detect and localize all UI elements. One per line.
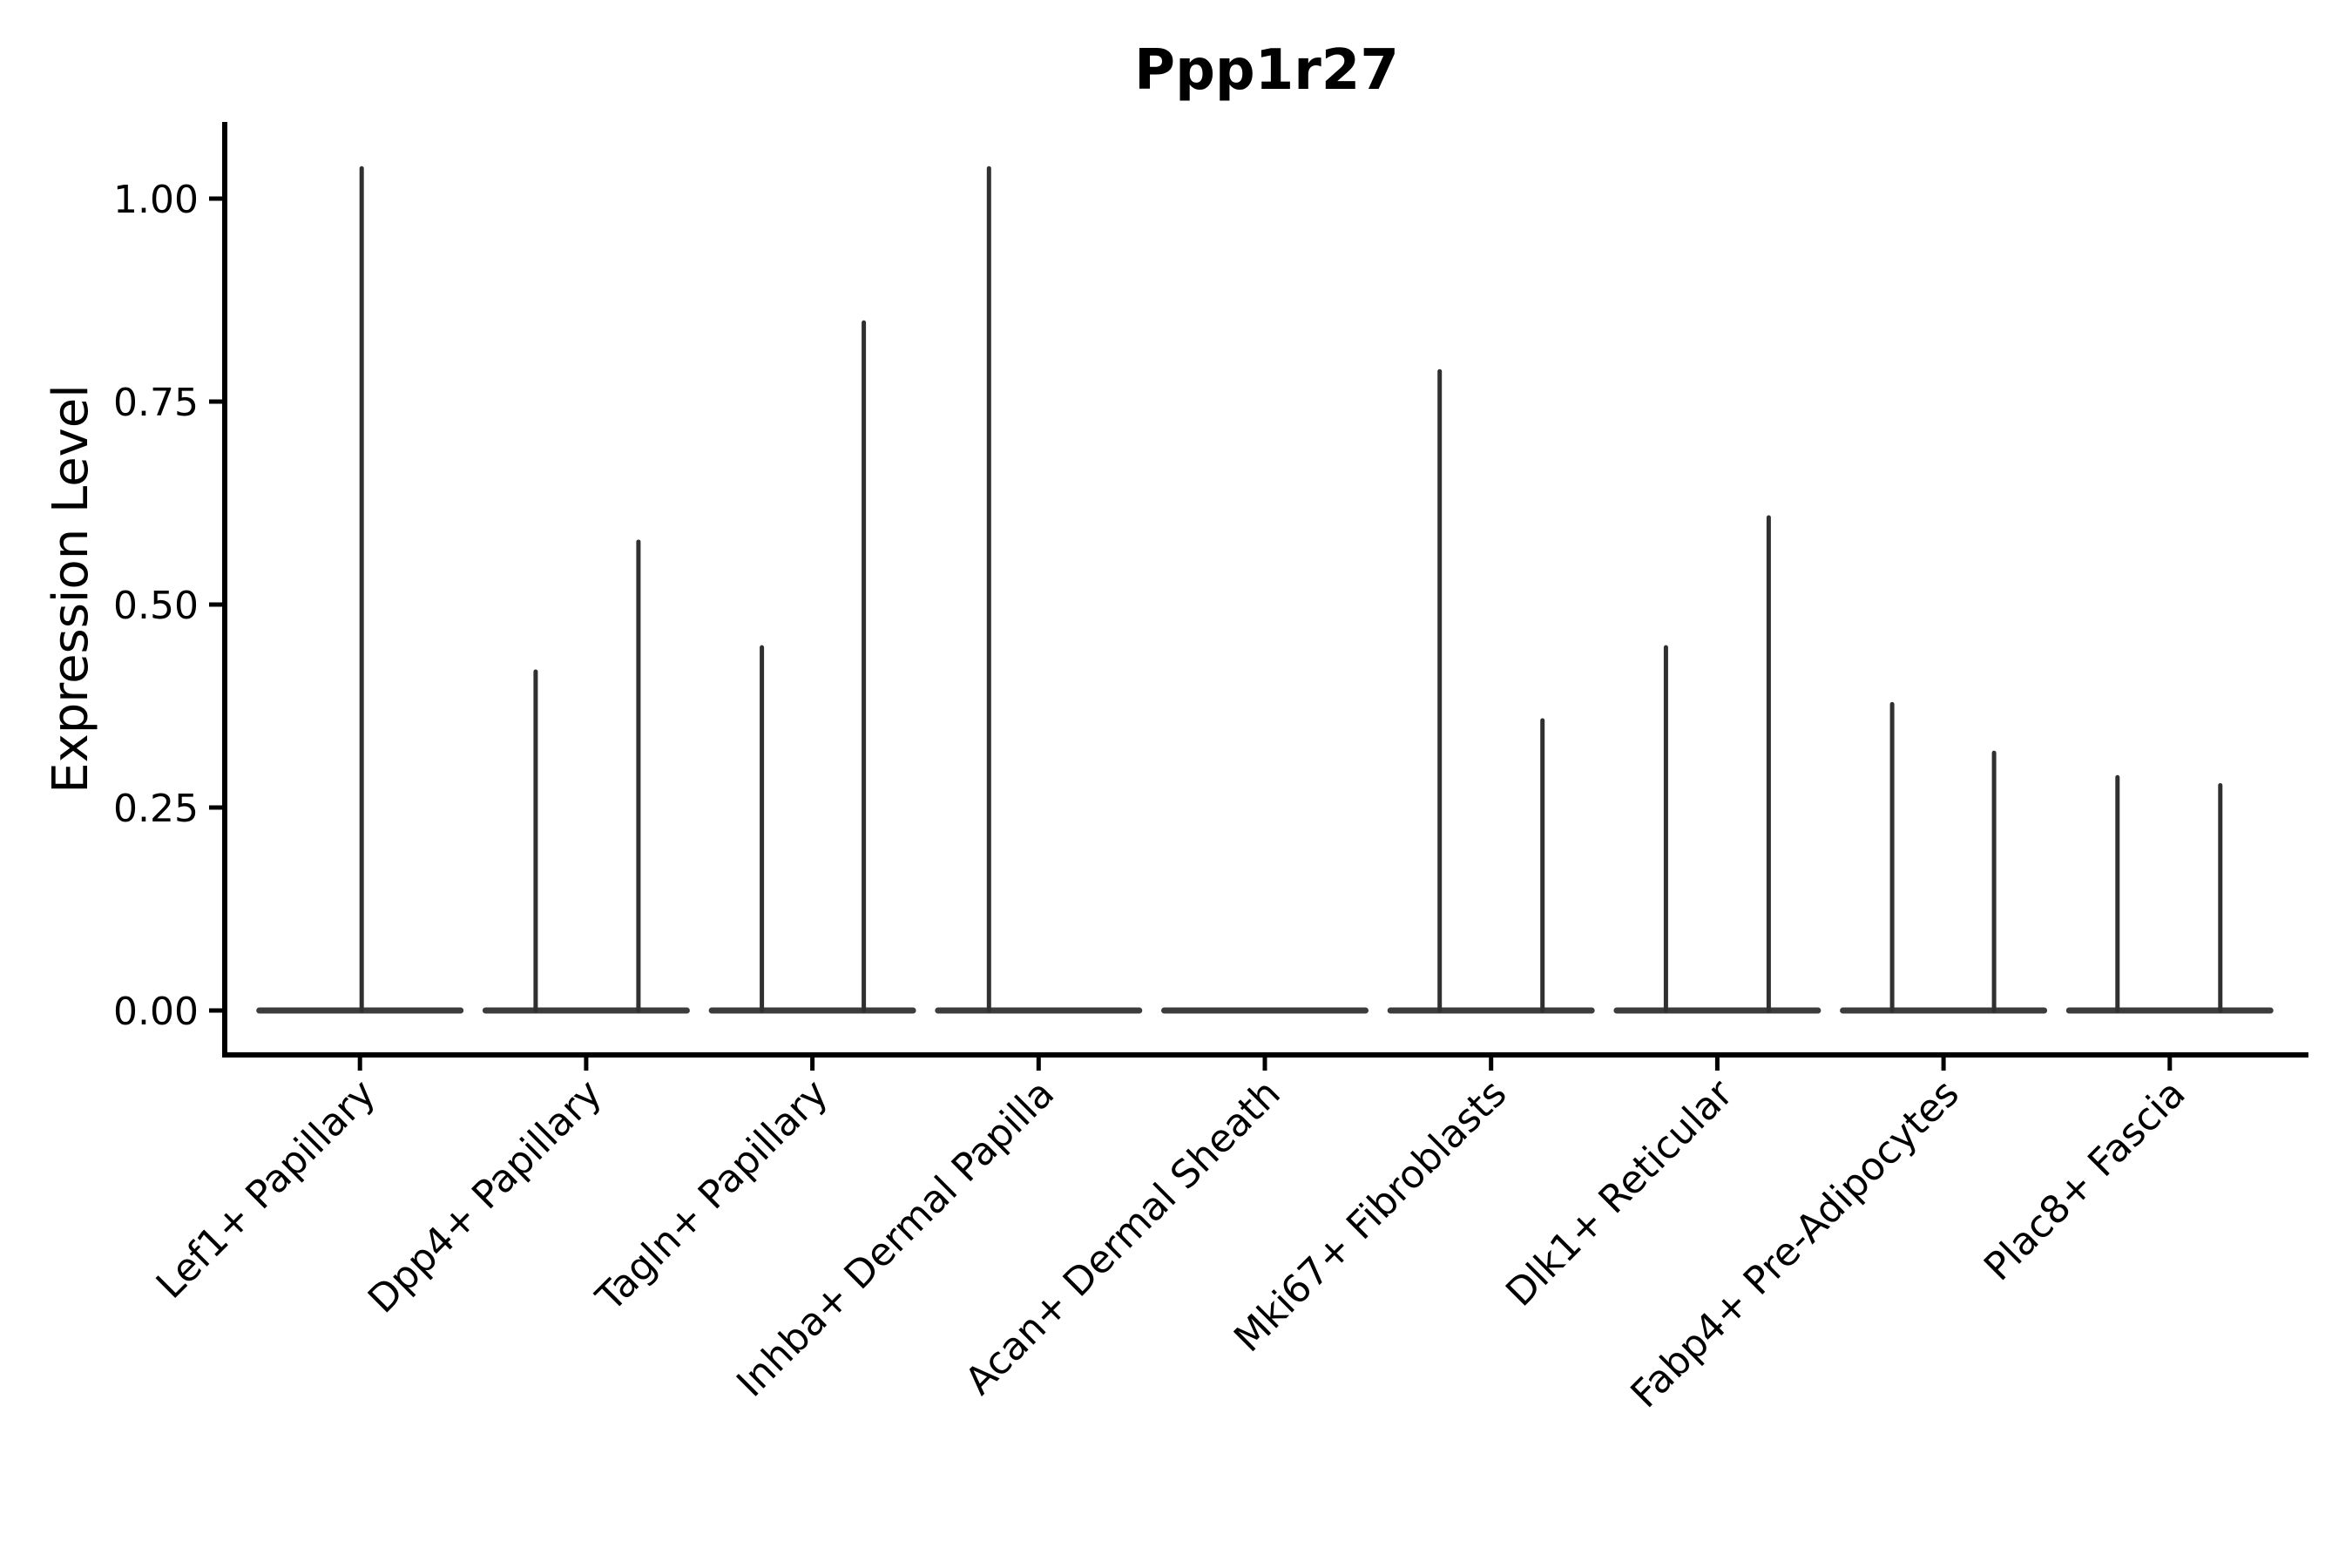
violin-spike — [636, 539, 641, 1013]
violin-spike — [1766, 515, 1771, 1013]
violin-spike — [986, 166, 991, 1014]
violin-spike — [2115, 774, 2120, 1013]
y-tick-label: 1.00 — [113, 178, 199, 222]
violin-baseline — [1613, 1007, 1821, 1014]
violin-baseline — [1161, 1007, 1369, 1014]
violin-spike — [1540, 718, 1545, 1013]
violin-baseline — [1387, 1007, 1595, 1014]
x-axis-label: Dpp4+ Papillary — [360, 1071, 611, 1322]
x-axis-label: Plac8+ Fascia — [1976, 1071, 2194, 1290]
violin-spike — [862, 320, 867, 1013]
chart-title: Ppp1r27 — [1134, 38, 1399, 103]
y-axis-ticks: 0.00 0.25 0.50 0.75 1.00 — [113, 178, 225, 1034]
violin-baseline — [2065, 1007, 2274, 1014]
y-tick-label: 0.50 — [113, 584, 199, 628]
y-axis-title: Expression Level — [43, 384, 99, 794]
x-axis-label: Dlk1+ Reticular — [1497, 1071, 1742, 1315]
violin-baseline — [935, 1007, 1143, 1014]
violin-spike — [760, 645, 765, 1013]
violin-spike — [1663, 645, 1668, 1013]
x-axis-label: Tagln+ Papillary — [587, 1071, 836, 1321]
y-tick-label: 0.25 — [113, 787, 199, 831]
violin-spike — [1991, 750, 1997, 1013]
x-axis-label: Lef1+ Papillary — [148, 1071, 384, 1308]
y-tick-label: 0.00 — [113, 990, 199, 1034]
violin-spike — [359, 166, 364, 1014]
violin-baseline — [482, 1007, 690, 1014]
y-tick-label: 0.75 — [113, 381, 199, 425]
x-axis-ticks — [357, 1055, 2173, 1071]
violin-baseline — [708, 1007, 916, 1014]
violin-spike — [1889, 701, 1895, 1013]
violin-spike — [2218, 783, 2223, 1013]
violin-spike — [1437, 368, 1443, 1014]
violin-baseline — [1840, 1007, 2048, 1014]
violins — [256, 166, 2274, 1014]
violin-spike — [533, 669, 538, 1013]
